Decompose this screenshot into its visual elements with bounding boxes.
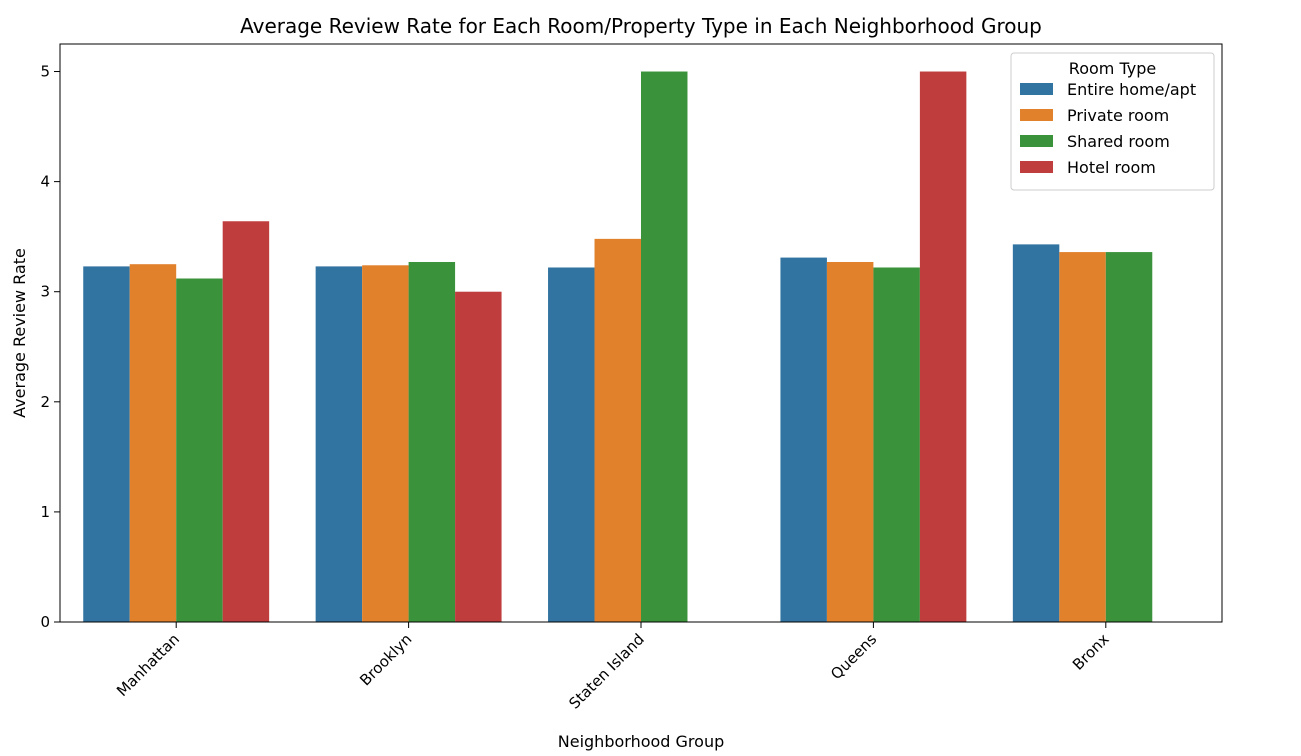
y-axis-ticks: 0 1 2 3 4 5 <box>40 63 60 631</box>
legend: Room Type Entire home/apt Private room Shar… <box>1010 52 1215 191</box>
bar-3-1 <box>826 261 874 622</box>
y-tick-label: 0 <box>40 613 50 631</box>
x-tick-label: Manhattan <box>113 630 183 700</box>
bar-0-0 <box>83 266 130 622</box>
y-tick-label: 5 <box>40 63 50 81</box>
x-tick-label: Queens <box>827 630 880 683</box>
x-tick-label: Brooklyn <box>356 630 415 689</box>
chart-title: Average Review Rate for Each Room/Proper… <box>240 14 1042 38</box>
legend-swatch <box>1020 135 1053 147</box>
legend-entry-label: Hotel room <box>1067 158 1156 177</box>
legend-title: Room Type <box>1069 59 1156 78</box>
y-tick-label: 4 <box>40 173 50 191</box>
legend-entry-label: Shared room <box>1067 132 1170 151</box>
bar-0-1 <box>129 264 177 622</box>
bar-4-1 <box>1059 252 1106 622</box>
legend-swatch <box>1020 83 1053 95</box>
bar-3-2 <box>873 267 920 622</box>
x-tick-label: Bronx <box>1069 630 1113 674</box>
y-axis-label: Average Review Rate <box>10 248 29 418</box>
bar-3-0 <box>780 257 827 622</box>
legend-entry-label: Entire home/apt <box>1067 80 1196 99</box>
legend-swatch <box>1020 109 1053 121</box>
x-axis-label: Neighborhood Group <box>558 732 724 751</box>
bar-1-0 <box>315 266 363 622</box>
y-tick-label: 2 <box>40 393 50 411</box>
y-tick-label: 1 <box>40 503 50 521</box>
bar-1-3 <box>455 291 502 622</box>
bar-3-3 <box>919 71 967 622</box>
y-tick-label: 3 <box>40 283 50 301</box>
bar-1-1 <box>362 265 409 622</box>
bar-2-1 <box>594 238 641 622</box>
legend-box <box>1010 52 1215 191</box>
x-axis-ticks: Manhattan Brooklyn Staten Island Queens Bron… <box>113 622 1113 713</box>
bar-1-2 <box>408 261 456 622</box>
bar-0-3 <box>222 221 270 622</box>
bar-2-2 <box>641 71 688 622</box>
bar-2-0 <box>548 267 595 622</box>
plot-area <box>59 43 1223 623</box>
legend-swatch <box>1020 161 1053 173</box>
bar-4-0 <box>1012 244 1060 622</box>
bar-4-2 <box>1105 252 1153 622</box>
bar-0-2 <box>176 278 223 622</box>
legend-entry-label: Private room <box>1067 106 1169 125</box>
x-tick-label: Staten Island <box>565 630 647 712</box>
